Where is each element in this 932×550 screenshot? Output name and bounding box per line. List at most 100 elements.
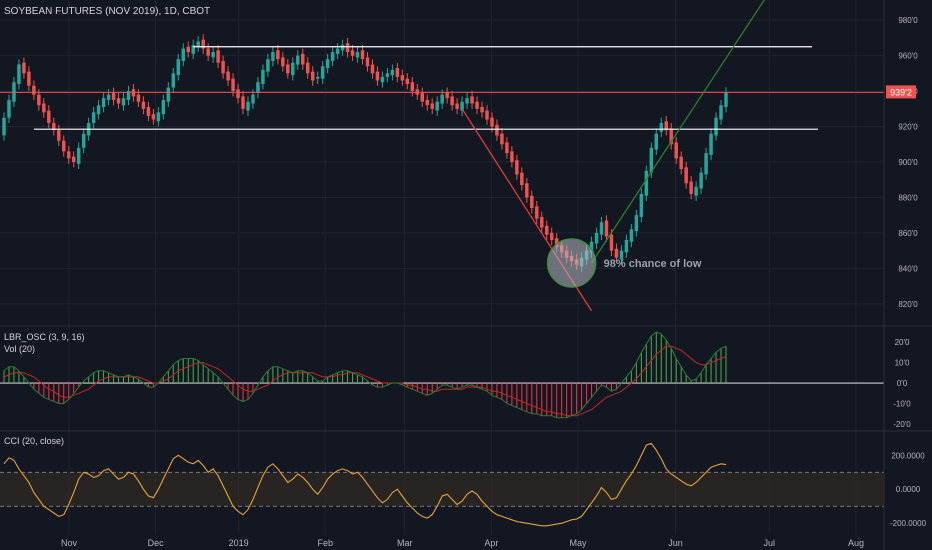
candle-body xyxy=(604,220,609,237)
osc-tick-label: -20'0 xyxy=(893,420,911,429)
candle-body xyxy=(540,216,544,228)
cci-tick-label: -200.0000 xyxy=(890,519,927,528)
time-tick-label: Jul xyxy=(764,538,776,548)
candle-body xyxy=(614,248,619,258)
candle-body xyxy=(609,234,614,251)
candle-body xyxy=(440,94,444,104)
horizontal-levels xyxy=(0,46,884,130)
candle-body xyxy=(500,133,504,145)
candle-body xyxy=(296,55,300,65)
candle-body xyxy=(375,71,380,81)
candle-body xyxy=(236,89,240,99)
candle-series xyxy=(2,34,728,272)
candle-body xyxy=(121,98,126,106)
candle-body xyxy=(335,48,340,54)
trendline xyxy=(591,0,765,264)
candle-body xyxy=(460,101,464,111)
candle-body xyxy=(276,50,280,60)
candle-body xyxy=(271,52,275,61)
candle-body xyxy=(266,59,270,72)
candle-body xyxy=(679,156,683,170)
candle-body xyxy=(490,117,494,127)
candle-body xyxy=(171,73,176,88)
candle-body xyxy=(196,41,200,47)
candle-body xyxy=(355,52,360,58)
candle-body xyxy=(420,92,425,102)
volume-indicator-label: Vol (20) xyxy=(4,344,35,354)
candle-body xyxy=(525,183,529,198)
candle-body xyxy=(291,62,295,76)
cci-line xyxy=(3,442,727,527)
candle-body xyxy=(161,99,166,115)
candle-body xyxy=(365,57,370,67)
candle-body xyxy=(241,96,245,109)
candle-body xyxy=(599,222,604,235)
candle-body xyxy=(510,151,514,162)
annotation-text: 98% chance of low xyxy=(604,258,702,270)
candle-body xyxy=(495,124,499,136)
price-tick-label: 860'0 xyxy=(898,229,918,238)
candle-body xyxy=(52,123,56,131)
candle-body xyxy=(634,215,639,232)
candle-body xyxy=(629,229,634,242)
candle-body xyxy=(76,147,81,164)
candle-body xyxy=(320,66,325,79)
time-tick-label: 2019 xyxy=(229,538,249,548)
candle-body xyxy=(37,94,41,106)
price-tick-label: 900'0 xyxy=(898,158,918,167)
candle-body xyxy=(400,75,405,81)
candle-body xyxy=(101,98,106,108)
osc-indicator-label: LBR_OSC (3, 9, 16) xyxy=(4,332,85,342)
candle-body xyxy=(465,98,469,104)
candle-body xyxy=(66,151,71,159)
candle-body xyxy=(430,103,434,109)
candle-body xyxy=(659,123,664,132)
time-tick-label: Nov xyxy=(61,538,78,548)
candle-body xyxy=(340,45,345,51)
candle-body xyxy=(32,85,36,95)
candle-body xyxy=(226,71,230,81)
osc-tick-label: 20'0 xyxy=(895,338,910,347)
price-tick-label: 920'0 xyxy=(898,123,918,132)
candle-body xyxy=(505,142,509,154)
time-tick-label: Feb xyxy=(318,538,334,548)
candle-body xyxy=(221,60,225,74)
candle-body xyxy=(211,52,215,58)
candle-body xyxy=(360,50,365,60)
candle-body xyxy=(530,195,534,209)
cci-indicator-label: CCI (20, close) xyxy=(4,436,64,446)
last-price-label: 939'2 xyxy=(890,87,912,97)
candle-body xyxy=(166,87,171,102)
candle-body xyxy=(301,53,305,65)
candle-body xyxy=(664,121,668,131)
candle-body xyxy=(231,78,235,92)
candle-body xyxy=(689,181,693,194)
candle-body xyxy=(91,112,96,123)
candle-body xyxy=(281,57,285,67)
candle-body xyxy=(549,232,554,240)
candle-body xyxy=(22,62,26,74)
candle-body xyxy=(390,69,395,76)
candle-body xyxy=(81,133,86,148)
candle-body xyxy=(724,92,728,108)
candle-body xyxy=(186,46,190,53)
candle-body xyxy=(594,232,599,244)
price-tick-label: 820'0 xyxy=(898,300,918,309)
candle-body xyxy=(545,225,549,235)
price-tick-label: 960'0 xyxy=(898,52,918,61)
candle-body xyxy=(47,110,51,123)
candle-body xyxy=(330,52,335,61)
cci-panel xyxy=(0,442,884,527)
candle-body xyxy=(450,96,454,106)
candle-body xyxy=(385,73,390,77)
candle-body xyxy=(7,99,11,118)
candle-body xyxy=(201,39,205,49)
candle-body xyxy=(480,107,484,113)
candle-body xyxy=(649,147,654,173)
candle-body xyxy=(27,71,31,86)
candle-body xyxy=(405,78,410,84)
candle-body xyxy=(624,240,629,253)
candle-body xyxy=(639,193,644,217)
